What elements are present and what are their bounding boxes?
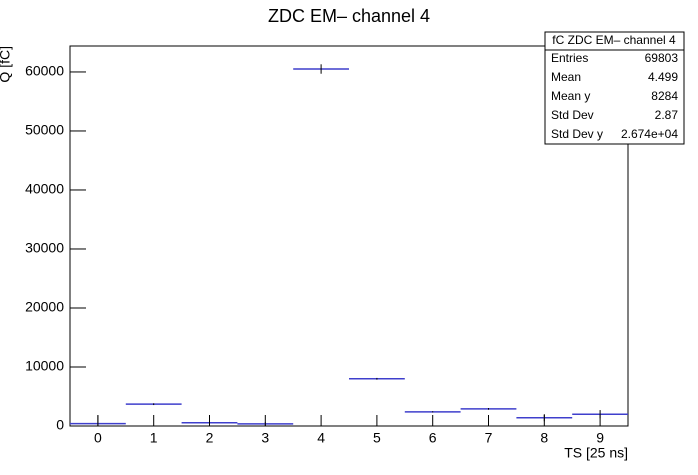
stats-value: 8284: [651, 89, 678, 103]
y-tick-label: 10000: [25, 358, 64, 374]
y-tick-label: 60000: [25, 63, 64, 79]
x-tick-label: 0: [94, 430, 102, 446]
x-tick-label: 3: [261, 430, 269, 446]
stats-label: Std Dev y: [551, 127, 603, 141]
frame: [69, 45, 629, 427]
stats-label: Mean y: [551, 89, 590, 103]
stats-label: Entries: [551, 51, 588, 65]
stats-value: 4.499: [648, 70, 678, 84]
stats-box: fC ZDC EM– channel 4 Entries 69803 Mean 4.4…: [544, 31, 685, 145]
x-tick-label: 6: [429, 430, 437, 446]
stats-value: 2.674e+04: [621, 127, 678, 141]
y-tick-label: 40000: [25, 181, 64, 197]
y-tick-label: 0: [56, 417, 64, 433]
stats-value: 69803: [645, 51, 679, 65]
x-tick-label: 8: [540, 430, 548, 446]
stats-value: 2.87: [655, 108, 679, 122]
x-tick-label: 9: [596, 430, 604, 446]
x-tick-label: 4: [317, 430, 325, 446]
stats-label: Mean: [551, 70, 581, 84]
y-tick-label: 50000: [25, 122, 64, 138]
x-tick-label: 2: [206, 430, 214, 446]
stats-frame: [544, 31, 685, 145]
chart-title: ZDC EM– channel 4: [268, 6, 430, 26]
stats-title: fC ZDC EM– channel 4: [552, 33, 676, 47]
x-tick-label: 1: [150, 430, 158, 446]
stats-label: Std Dev: [551, 108, 594, 122]
y-tick-label: 30000: [25, 240, 64, 256]
x-tick-label: 5: [373, 430, 381, 446]
y-tick-label: 20000: [25, 299, 64, 315]
y-axis-label: Q [fC]: [0, 46, 13, 83]
x-axis-label: TS [25 ns]: [564, 445, 628, 461]
x-tick-label: 7: [485, 430, 493, 446]
